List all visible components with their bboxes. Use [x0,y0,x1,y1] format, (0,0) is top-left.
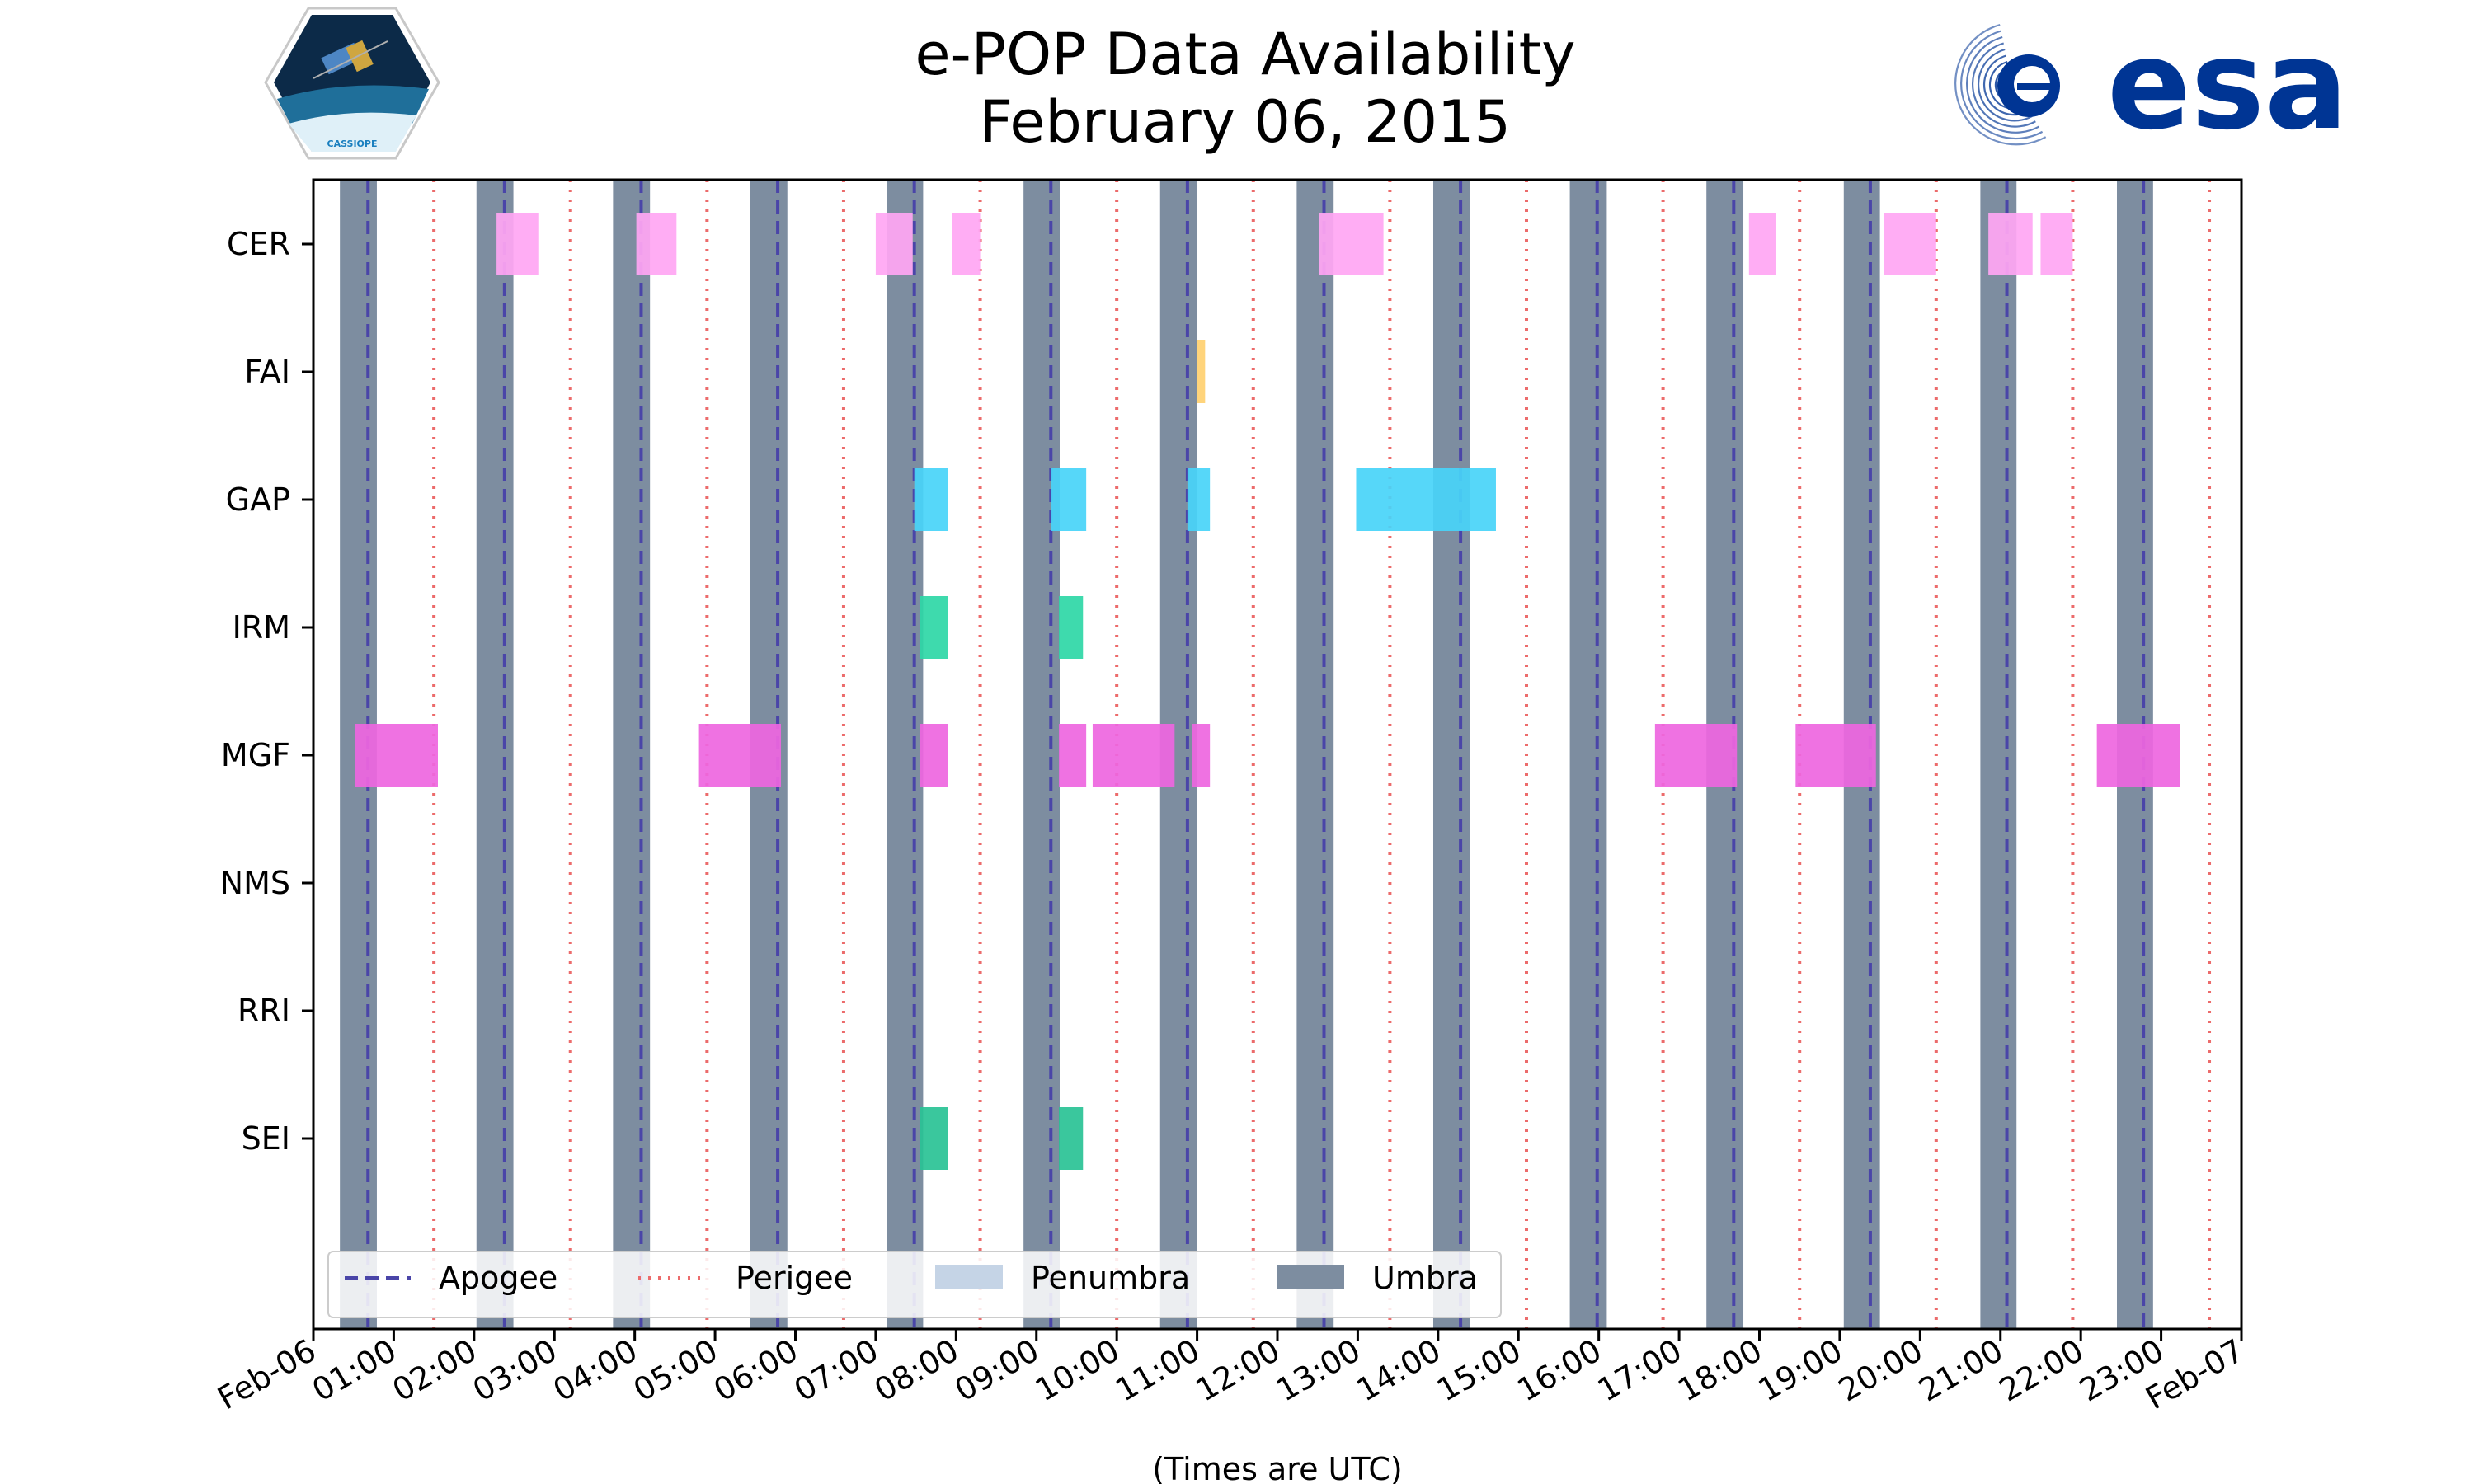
chart-title: e-POP Data Availability [915,21,1575,88]
x-tick-label-14: 14:00 [1350,1332,1446,1409]
esa-swirl-icon [1954,23,2060,146]
esa-swirl-arc-1 [1960,30,2044,140]
bar-cer-4 [1319,213,1384,275]
x-tick-label-8: 08:00 [868,1332,965,1409]
bar-cer-3 [952,213,981,275]
legend-box [327,1251,1502,1318]
x-tick-label-1: 01:00 [306,1332,402,1409]
legend-umbra-label: Umbra [1372,1260,1478,1296]
bar-mgf-4 [1092,724,1175,787]
x-tick-label-5: 05:00 [628,1332,724,1409]
bar-gap-0 [914,468,948,531]
esa-logo: esa [1954,14,2348,157]
bar-cer-6 [1884,213,1936,275]
y-tick-label-rri: RRI [238,993,290,1029]
bar-mgf-5 [1192,724,1211,787]
cassiope-logo-label: CASSIOPE [327,139,378,149]
bar-cer-1 [636,213,677,275]
bar-mgf-6 [1654,724,1738,787]
bar-gap-2 [1187,468,1211,531]
y-tick-label-irm: IRM [233,609,290,646]
esa-logo-label: esa [2107,14,2348,157]
bar-mgf-0 [355,724,438,787]
x-tick-label-21: 21:00 [1912,1332,2009,1409]
esa-swirl-arc-3 [1972,42,2036,128]
umbra-band-1 [476,180,514,1329]
bar-cer-5 [1748,213,1776,275]
x-axis: Feb-0601:0002:0003:0004:0005:0006:0007:0… [211,1329,2251,1417]
legend-perigee-label: Perigee [736,1260,853,1296]
x-tick-label-22: 22:00 [1993,1332,2090,1409]
x-tick-label-15: 15:00 [1431,1332,1527,1409]
legend-penumbra-label: Penumbra [1031,1260,1190,1296]
x-tick-label-13: 13:00 [1270,1332,1366,1409]
x-tick-label-2: 02:00 [386,1332,482,1409]
esa-swirl-arc-0 [1954,23,2047,146]
y-tick-label-mgf: MGF [221,737,290,773]
umbra-band-8 [1432,180,1470,1329]
legend-apogee-label: Apogee [439,1260,557,1296]
cassiope-logo: CASSIOPE [264,7,440,160]
x-tick-label-4: 04:00 [547,1332,643,1409]
y-tick-label-nms: NMS [220,865,290,901]
umbra-band-4 [887,180,924,1329]
x-tick-label-6: 06:00 [708,1332,804,1409]
bar-irm-0 [920,596,948,659]
umbra-bands [340,180,2153,1329]
x-tick-label-10: 10:00 [1029,1332,1126,1409]
x-tick-label-0: Feb-06 [211,1332,322,1417]
umbra-band-2 [613,180,651,1329]
x-tick-label-17: 17:00 [1592,1332,1688,1409]
x-tick-label-3: 03:00 [467,1332,563,1409]
bar-mgf-3 [1059,724,1087,787]
y-tick-label-cer: CER [227,226,290,262]
plot-frame [312,178,2243,1331]
umbra-band-7 [1296,180,1334,1329]
legend-penumbra-swatch [935,1265,1003,1289]
y-axis: CER FAI GAP IRM MGF NMS RRI SEI [220,226,313,1157]
x-tick-label-19: 19:00 [1752,1332,1849,1409]
bar-gap-1 [1051,468,1087,531]
umbra-band-5 [1023,180,1061,1329]
bar-cer-7 [1988,213,2033,275]
x-tick-label-18: 18:00 [1672,1332,1768,1409]
x-tick-label-12: 12:00 [1190,1332,1286,1409]
legend: Apogee Perigee Penumbra Umbra [327,1251,1502,1318]
bar-gap-3 [1356,468,1496,531]
esa-swirl-bar [2017,83,2050,90]
umbra-band-12 [1980,180,2017,1329]
x-tick-label-7: 07:00 [788,1332,885,1409]
bar-mgf-8 [2096,724,2180,787]
chart-subtitle: February 06, 2015 [980,88,1511,156]
bar-fai-0 [1197,340,1206,403]
x-tick-label-11: 11:00 [1109,1332,1206,1409]
bar-irm-1 [1059,596,1084,659]
bar-sei-0 [920,1107,948,1170]
apogee-lines [366,180,2146,1329]
esa-swirl-arc-4 [1978,48,2033,122]
esa-swirl-arc-2 [1966,35,2039,134]
x-tick-label-16: 16:00 [1511,1332,1607,1409]
bar-sei-1 [1059,1107,1084,1170]
y-tick-label-fai: FAI [244,354,290,390]
x-axis-title: (Times are UTC) [1152,1451,1402,1484]
x-tick-label-9: 09:00 [948,1332,1045,1409]
bar-cer-0 [496,213,539,275]
bar-mgf-1 [698,724,781,787]
y-tick-label-sei: SEI [242,1120,290,1157]
bar-mgf-2 [920,724,948,787]
x-tick-label-20: 20:00 [1832,1332,1929,1409]
bar-cer-2 [875,213,913,275]
esa-swirl-arc-5 [1982,54,2030,116]
bar-mgf-7 [1795,724,1876,787]
umbra-band-9 [1569,180,1607,1329]
legend-umbra-swatch [1277,1265,1344,1289]
y-tick-label-gap: GAP [226,481,290,518]
data-bars [355,213,2180,1170]
bar-cer-8 [2040,213,2073,275]
